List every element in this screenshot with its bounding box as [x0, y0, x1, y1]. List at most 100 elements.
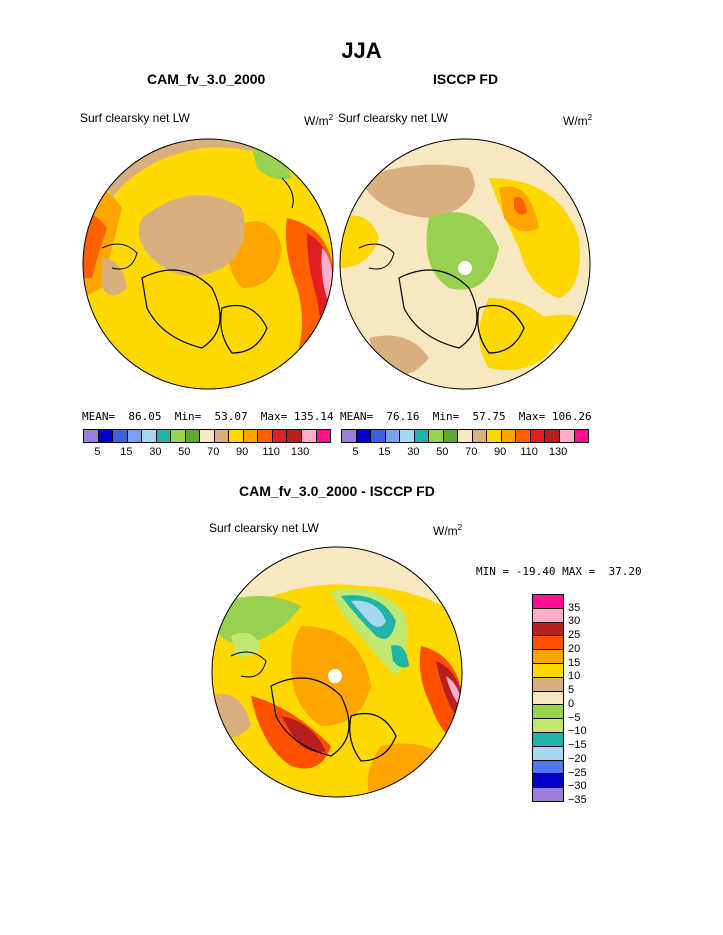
panel-variable-obs: Surf clearsky net LW [338, 111, 448, 125]
colorbar-cell [472, 430, 488, 442]
colorbar-cell [400, 430, 415, 442]
colorbar-tick-label: 50 [436, 446, 449, 458]
colorbar-level-label: −20 [568, 752, 587, 765]
colorbar-tick-label: 15 [120, 446, 133, 458]
polar-map-diff [211, 546, 463, 798]
colorbar-cell [533, 622, 563, 637]
colorbar-cell [533, 746, 563, 761]
colorbar-level-label: 10 [568, 670, 581, 683]
colorbar-cell [385, 430, 401, 442]
colorbar-cell [258, 430, 273, 442]
colorbar-tick-label: 70 [465, 446, 478, 458]
colorbar-cell [229, 430, 244, 442]
colorbar-tick-label: 110 [262, 446, 280, 458]
colorbar-cell [458, 430, 473, 442]
colorbar-cell [243, 430, 259, 442]
colorbar-cell [487, 430, 502, 442]
colorbar-cell [533, 608, 563, 623]
colorbar-tick-label: 90 [494, 446, 507, 458]
colorbar-level-label: 15 [568, 656, 581, 669]
colorbar-cell [533, 595, 563, 609]
stats-model: MEAN= 86.05 Min= 53.07 Max= 135.14 [82, 410, 334, 423]
colorbar-cell [171, 430, 186, 442]
panel-units-model: W/m2 [304, 113, 334, 128]
colorbar-tick-label: 15 [378, 446, 391, 458]
colorbar-cell [516, 430, 531, 442]
page-title: JJA [341, 38, 382, 63]
colorbar-tick-label: 30 [407, 446, 420, 458]
colorbar-labels-diff: 35 30 25 20 15 10 5 0 −5 −10 −15 −20 −25 −30 −35 [568, 594, 608, 806]
colorbar-cell [443, 430, 459, 442]
colorbar-cell [533, 732, 563, 747]
colorbar-tick-label: 30 [149, 446, 162, 458]
colorbar-level-label: 20 [568, 642, 581, 655]
colorbar-tick-label: 130 [290, 446, 310, 458]
colorbar-cell [356, 430, 372, 442]
diff-stats: MIN = -19.40 MAX = 37.20 [476, 565, 642, 578]
colorbar-level-label: −10 [568, 725, 587, 738]
colorbar-cell [342, 430, 357, 442]
panel-variable-model: Surf clearsky net LW [80, 111, 190, 125]
stats-obs: MEAN= 76.16 Min= 57.75 Max= 106.26 [340, 410, 592, 423]
panel-title-obs: ISCCP FD [433, 71, 499, 87]
colorbar-diff [532, 594, 564, 802]
colorbar-level-label: −35 [568, 794, 587, 806]
colorbar-tick-label: 5 [352, 446, 359, 458]
colorbar-cell [156, 430, 172, 442]
diff-units: W/m2 [433, 523, 463, 538]
colorbar-level-label: −30 [568, 780, 587, 793]
colorbar-level-label: 30 [568, 615, 581, 628]
colorbar-cell [533, 636, 563, 651]
colorbar-cell [214, 430, 230, 442]
colorbar-level-label: −5 [568, 711, 581, 724]
colorbar-tick-label: 70 [207, 446, 220, 458]
colorbar-cell [429, 430, 444, 442]
colorbar-ticks-model: 5 15 30 50 70 90 110 130 [83, 446, 329, 460]
colorbar-level-label: 5 [568, 684, 575, 697]
colorbar-cell [501, 430, 517, 442]
colorbar-cell [559, 430, 575, 442]
colorbar-cell [533, 719, 563, 733]
colorbar-cell [371, 430, 386, 442]
colorbar-tick-label: 110 [520, 446, 538, 458]
colorbar-cell [533, 760, 563, 775]
colorbar-cell [127, 430, 143, 442]
colorbar-cell [533, 663, 563, 678]
colorbar-level-label: 0 [568, 697, 575, 710]
colorbar-cell [98, 430, 114, 442]
colorbar-cell [287, 430, 302, 442]
colorbar-obs [341, 429, 589, 443]
colorbar-cell [530, 430, 546, 442]
colorbar-tick-label: 130 [548, 446, 568, 458]
colorbar-tick-label: 5 [94, 446, 101, 458]
colorbar-level-label: −25 [568, 766, 587, 779]
colorbar-cell [533, 691, 563, 706]
colorbar-cell [200, 430, 215, 442]
panel-units-obs: W/m2 [563, 113, 593, 128]
colorbar-cell [142, 430, 157, 442]
colorbar-cell [113, 430, 128, 442]
colorbar-cell [574, 430, 589, 442]
colorbar-tick-label: 90 [236, 446, 249, 458]
colorbar-cell [84, 430, 99, 442]
colorbar-cell [533, 788, 563, 801]
colorbar-cell [316, 430, 331, 442]
polar-map-model [82, 138, 334, 390]
colorbar-cell [533, 677, 563, 692]
polar-map-obs [339, 138, 591, 390]
colorbar-cell [533, 705, 563, 720]
diff-variable: Surf clearsky net LW [209, 521, 319, 535]
colorbar-cell [301, 430, 317, 442]
colorbar-level-label: −15 [568, 739, 587, 752]
colorbar-cell [185, 430, 201, 442]
colorbar-level-label: 25 [568, 629, 581, 642]
colorbar-cell [533, 650, 563, 664]
colorbar-cell [414, 430, 430, 442]
colorbar-tick-label: 50 [178, 446, 191, 458]
colorbar-cell [533, 774, 563, 789]
panel-title-model: CAM_fv_3.0_2000 [147, 71, 266, 87]
colorbar-cell [545, 430, 560, 442]
diff-title: CAM_fv_3.0_2000 - ISCCP FD [239, 483, 435, 499]
colorbar-level-label: 35 [568, 601, 581, 614]
colorbar-cell [272, 430, 288, 442]
